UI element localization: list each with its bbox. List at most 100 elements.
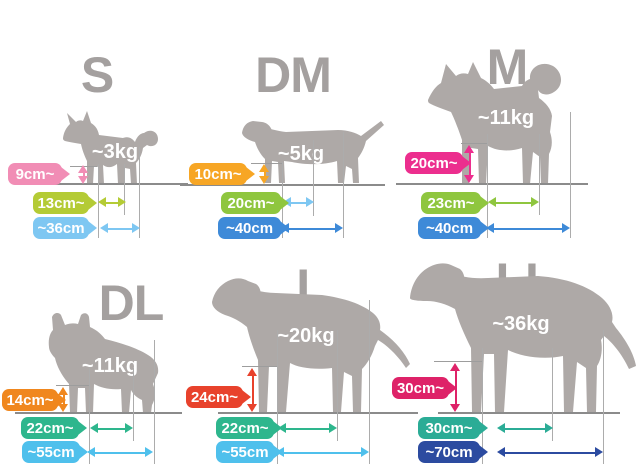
tag-pointer (479, 421, 488, 435)
tag-pointer (480, 221, 489, 235)
tag-pointer (242, 390, 251, 404)
tag-pointer (57, 393, 66, 407)
height-arrow (450, 363, 461, 412)
ground-line (180, 184, 385, 186)
total-length-tag: ~55cm (22, 441, 88, 463)
tick-line (251, 163, 282, 164)
guide-line (539, 134, 540, 215)
total-length-tag-label: ~40cm (425, 219, 474, 237)
tag-pointer (280, 196, 289, 210)
height-tag-label: 9cm~ (15, 165, 55, 183)
weight-label: ~5kg (277, 143, 325, 165)
size-letter: L (296, 259, 327, 315)
tag-pointer (246, 167, 255, 181)
guide-line (124, 164, 125, 215)
extra-large-dog-silhouette (410, 263, 636, 412)
tick-line (56, 385, 89, 386)
tag-pointer (479, 445, 488, 459)
guide-line (343, 132, 344, 238)
total-length-arrow (486, 223, 570, 234)
guide-line (313, 140, 314, 216)
height-arrow (58, 387, 69, 412)
tag-pointer (88, 221, 97, 235)
shiba-dog-silhouette (428, 62, 562, 184)
length-arrow (98, 197, 126, 208)
length-arrow (283, 197, 314, 208)
height-tag: 10cm~ (189, 163, 255, 185)
tag-pointer (79, 445, 88, 459)
total-length-tag-label: ~40cm (225, 219, 274, 237)
height-tag-label: 14cm~ (6, 391, 54, 409)
weight-label: ~11kg (477, 107, 535, 129)
guide-line (603, 330, 604, 464)
guide-line (98, 164, 99, 238)
total-length-tag-label: ~55cm (27, 443, 75, 461)
total-length-tag-label: ~70cm (425, 443, 473, 461)
total-length-arrow (87, 447, 153, 458)
height-tag-label: 10cm~ (194, 165, 242, 183)
size-letter: S (80, 47, 114, 103)
tag-pointer (273, 421, 282, 435)
tag-pointer (280, 221, 289, 235)
large-dog-silhouette (212, 278, 410, 412)
length-arrow (278, 423, 337, 434)
weight-label: ~3kg (91, 141, 139, 163)
total-length-arrow (276, 447, 369, 458)
total-length-tag: ~40cm (218, 217, 289, 239)
total-length-tag: ~40cm (418, 217, 489, 239)
ground-line (25, 183, 188, 185)
size-letter: DM (255, 47, 332, 103)
tick-line (434, 361, 482, 362)
size-letter: LL (495, 253, 555, 309)
height-arrow (247, 368, 258, 412)
length-arrow (488, 197, 539, 208)
height-tag: 9cm~ (8, 163, 70, 185)
tag-pointer (273, 445, 282, 459)
french-bulldog-silhouette (48, 312, 159, 413)
length-tag: 22cm~ (21, 417, 87, 439)
height-tag-label: 20cm~ (410, 154, 458, 172)
length-tag: 13cm~ (33, 192, 97, 214)
height-tag: 30cm~ (392, 377, 457, 399)
guide-line (89, 368, 90, 464)
tag-pointer (61, 167, 70, 181)
tag-pointer (88, 196, 97, 210)
guide-line (487, 134, 488, 238)
guide-line (369, 300, 370, 464)
length-arrow (497, 423, 553, 434)
height-tag: 20cm~ (405, 152, 471, 174)
length-tag: 30cm~ (418, 417, 488, 439)
guide-line (337, 330, 338, 441)
total-length-arrow (281, 223, 343, 234)
tick-line (242, 366, 277, 367)
ground-line (396, 183, 588, 185)
ground-line (438, 412, 620, 414)
length-tag-label: 20cm~ (227, 194, 275, 212)
length-tag-label: 13cm~ (37, 194, 85, 212)
total-length-tag-label: ~55cm (221, 443, 269, 461)
guide-line (552, 348, 553, 441)
weight-label: ~11kg (81, 355, 139, 377)
guide-line (154, 340, 155, 464)
total-length-arrow (100, 223, 140, 234)
height-arrow (464, 145, 475, 183)
tag-pointer (78, 421, 87, 435)
length-tag: 22cm~ (216, 417, 282, 439)
length-tag-label: 23cm~ (427, 194, 475, 212)
length-tag-label: 22cm~ (221, 419, 269, 437)
total-length-tag-label: ~36cm (37, 219, 85, 237)
dachshund-dog-silhouette (242, 121, 384, 183)
tag-pointer (480, 196, 489, 210)
size-letter: DL (98, 275, 165, 331)
length-arrow (90, 423, 133, 434)
height-tag: 24cm~ (186, 386, 251, 408)
total-length-tag: ~36cm (33, 217, 97, 239)
length-tag-label: 22cm~ (26, 419, 74, 437)
ground-line (15, 412, 182, 414)
guide-line (139, 147, 140, 238)
